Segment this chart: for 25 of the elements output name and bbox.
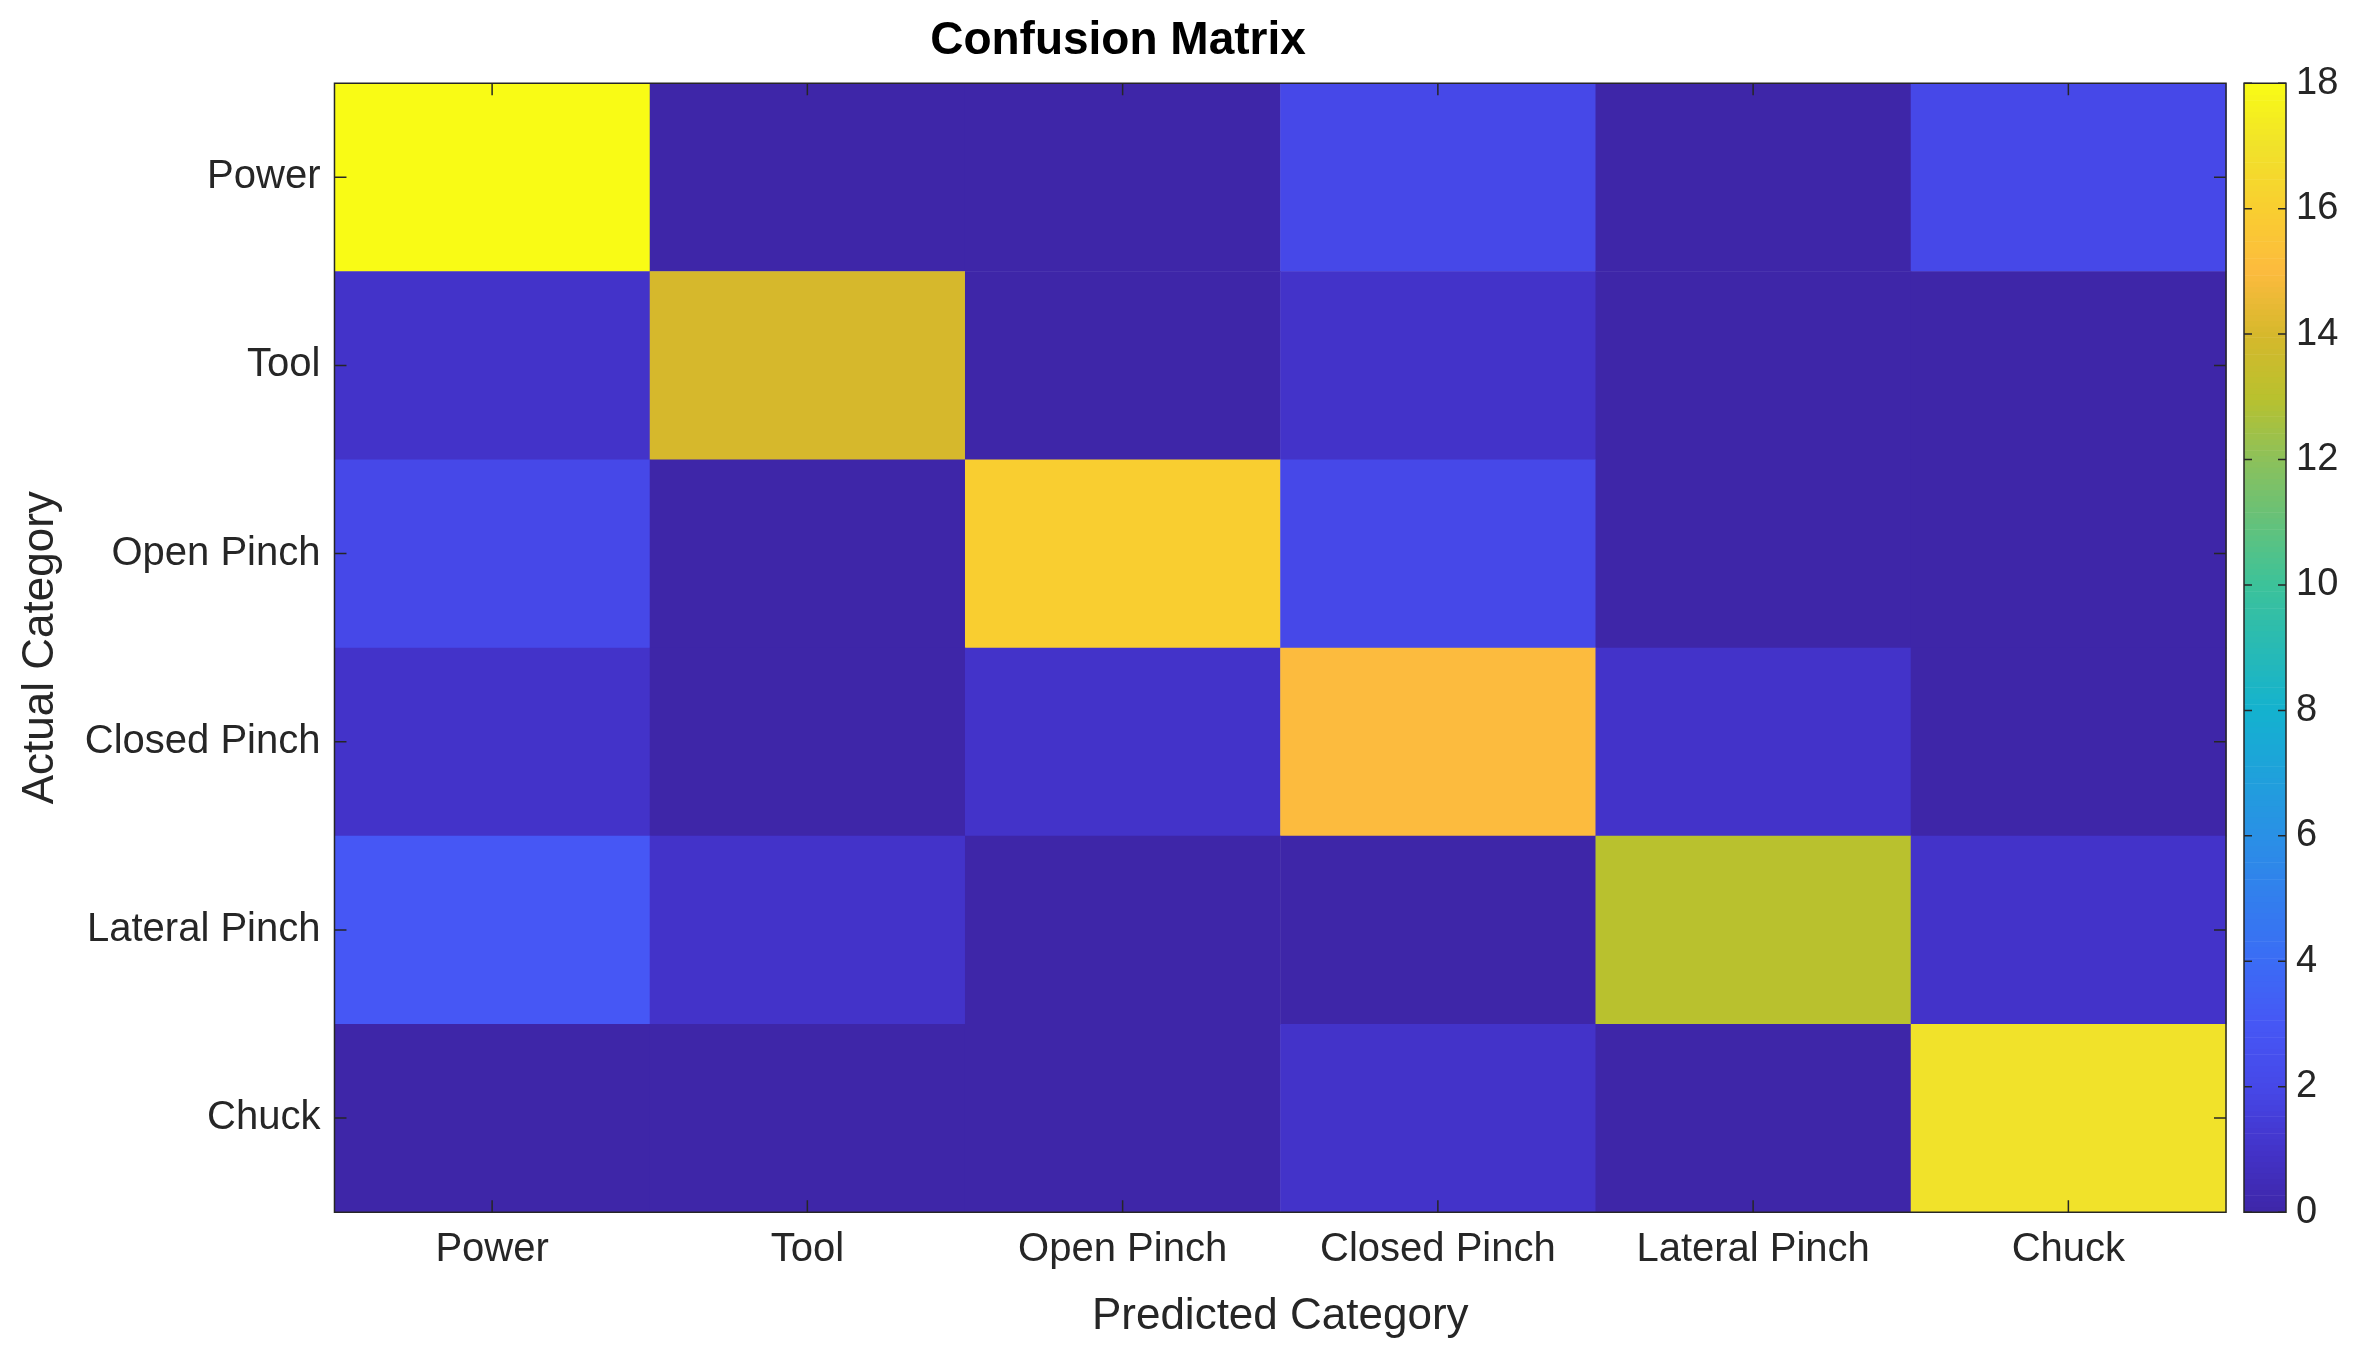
x-axis-title: Predicted Category [1091,1288,1469,1338]
color-bar-label: 14 [2296,310,2339,353]
color-bar-label: 8 [2296,686,2318,729]
x-tick-label: Closed Pinch [1320,1225,1556,1270]
color-bar-label: 4 [2296,937,2318,980]
y-tick-label: Tool [247,340,321,385]
color-bar-label: 12 [2296,436,2339,479]
x-tick-label: Lateral Pinch [1636,1225,1870,1270]
color-bar-label: 18 [2296,59,2339,102]
y-axis-title: Actual Category [12,491,62,805]
y-tick-label: Chuck [207,1093,322,1138]
color-bar-label: 6 [2296,812,2318,855]
x-tick-label: Open Pinch [1018,1225,1228,1270]
x-tick-label: Tool [770,1225,845,1270]
y-tick-label: Closed Pinch [84,716,321,761]
color-bar-label: 16 [2296,185,2339,228]
color-bar-label: 0 [2296,1188,2318,1231]
x-tick-label: Power [435,1225,549,1270]
chart-title: Confusion Matrix [930,12,1307,65]
y-tick-label: Lateral Pinch [87,904,321,949]
color-bar-label: 2 [2296,1063,2318,1106]
y-tick-label: Open Pinch [111,528,321,573]
x-tick-label: Chuck [2011,1225,2127,1270]
color-bar-label: 10 [2296,561,2339,604]
y-tick-label: Power [207,152,321,197]
